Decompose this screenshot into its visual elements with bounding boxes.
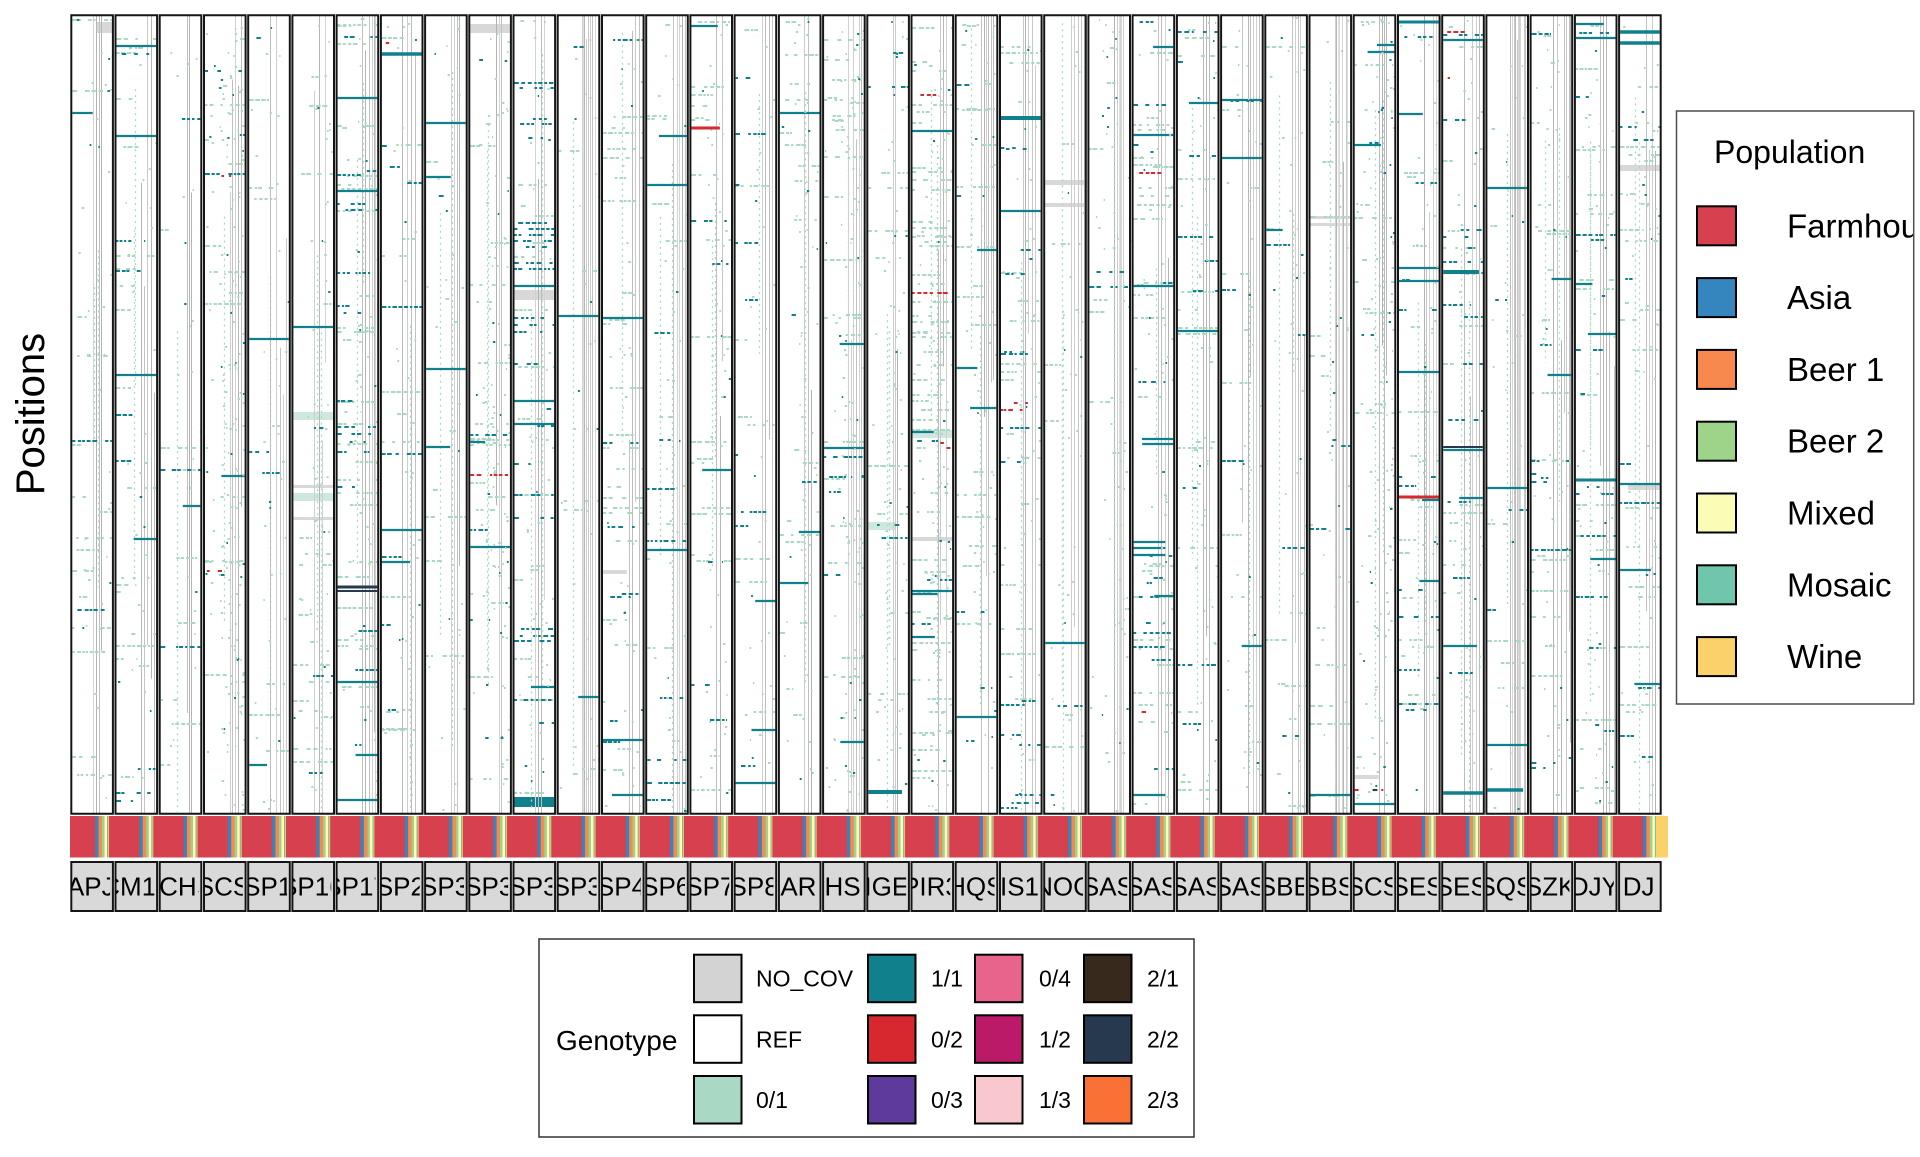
- svg-text:1/3: 1/3: [1039, 1087, 1071, 1113]
- svg-text:SES: SES: [1436, 872, 1488, 902]
- svg-text:SQS: SQS: [1478, 872, 1533, 902]
- svg-text:SCS: SCS: [1347, 872, 1400, 902]
- svg-text:NOG: NOG: [1034, 872, 1093, 902]
- svg-text:Positions: Positions: [9, 333, 53, 495]
- svg-text:SAS: SAS: [1126, 872, 1178, 902]
- svg-text:IS1: IS1: [1000, 872, 1039, 902]
- svg-text:0/2: 0/2: [931, 1026, 963, 1052]
- svg-text:HS: HS: [825, 872, 861, 902]
- svg-text:DJ: DJ: [1623, 872, 1655, 902]
- svg-text:DJY: DJY: [1570, 872, 1619, 902]
- svg-text:SP3: SP3: [508, 872, 557, 902]
- svg-text:SZK: SZK: [1525, 872, 1576, 902]
- svg-text:Asia: Asia: [1787, 279, 1852, 316]
- svg-text:1CHS: 1CHS: [145, 872, 214, 902]
- svg-text:2/2: 2/2: [1147, 1026, 1179, 1052]
- svg-text:CM11: CM11: [101, 872, 168, 902]
- svg-text:0/1: 0/1: [756, 1087, 788, 1113]
- svg-text:REF: REF: [756, 1026, 802, 1052]
- svg-text:Mixed: Mixed: [1787, 495, 1875, 532]
- svg-text:SP4: SP4: [597, 872, 646, 902]
- svg-text:SP7: SP7: [685, 872, 734, 902]
- svg-text:SP6: SP6: [641, 872, 690, 902]
- svg-text:Beer 1: Beer 1: [1787, 351, 1884, 388]
- svg-text:SP17: SP17: [324, 872, 388, 902]
- svg-text:2/3: 2/3: [1147, 1087, 1179, 1113]
- svg-text:SBB: SBB: [1259, 872, 1311, 902]
- svg-text:SP1: SP1: [243, 872, 292, 902]
- svg-text:0/3: 0/3: [931, 1087, 963, 1113]
- svg-text:SP2: SP2: [376, 872, 425, 902]
- svg-text:PIR3: PIR3: [902, 872, 960, 902]
- svg-text:IGE: IGE: [864, 872, 909, 902]
- svg-text:0/4: 0/4: [1039, 966, 1071, 992]
- svg-text:SP3: SP3: [464, 872, 513, 902]
- svg-text:Population: Population: [1714, 134, 1865, 170]
- svg-text:SES: SES: [1391, 872, 1443, 902]
- svg-text:HQS: HQS: [947, 872, 1003, 902]
- svg-text:SAS: SAS: [1170, 872, 1222, 902]
- svg-text:NO_COV: NO_COV: [756, 966, 854, 992]
- svg-text:1/2: 1/2: [1039, 1026, 1071, 1052]
- svg-text:Beer 2: Beer 2: [1787, 423, 1884, 460]
- svg-text:2/1: 2/1: [1147, 966, 1179, 992]
- svg-text:AR: AR: [780, 872, 816, 902]
- svg-text:Farmhouse: Farmhouse: [1787, 207, 1920, 244]
- svg-text:SP16: SP16: [280, 872, 344, 902]
- svg-text:Wine: Wine: [1787, 638, 1862, 675]
- svg-text:1/1: 1/1: [931, 966, 963, 992]
- svg-text:SCS: SCS: [197, 872, 250, 902]
- svg-text:SP3: SP3: [553, 872, 602, 902]
- svg-text:SP3: SP3: [420, 872, 469, 902]
- svg-text:SBS: SBS: [1303, 872, 1355, 902]
- svg-text:SAS: SAS: [1082, 872, 1134, 902]
- svg-text:SP8: SP8: [730, 872, 779, 902]
- svg-text:APJ: APJ: [67, 872, 115, 902]
- svg-text:SAS: SAS: [1215, 872, 1267, 902]
- svg-text:Mosaic: Mosaic: [1787, 566, 1892, 603]
- svg-text:Genotype: Genotype: [556, 1025, 677, 1056]
